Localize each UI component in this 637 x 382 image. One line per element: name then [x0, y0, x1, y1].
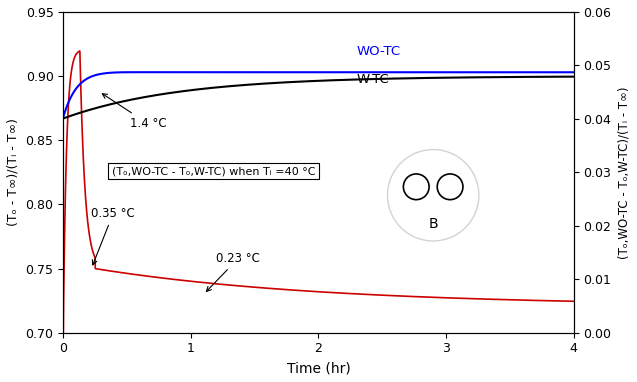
- Text: (Tₒ,WO-TC - Tₒ,W-TC) when Tᵢ =40 °C: (Tₒ,WO-TC - Tₒ,W-TC) when Tᵢ =40 °C: [111, 166, 315, 176]
- Text: B: B: [428, 217, 438, 231]
- Text: WO-TC: WO-TC: [357, 45, 401, 58]
- Y-axis label: (Tₒ - T∞)/(Tᵢ - T∞): (Tₒ - T∞)/(Tᵢ - T∞): [7, 118, 20, 226]
- X-axis label: Time (hr): Time (hr): [287, 361, 350, 375]
- Text: W-TC: W-TC: [357, 73, 390, 86]
- Y-axis label: (Tₒ,WO-TC - Tₒ,W-TC)/(Tᵢ - T∞): (Tₒ,WO-TC - Tₒ,W-TC)/(Tᵢ - T∞): [617, 86, 630, 259]
- Text: 1.4 °C: 1.4 °C: [103, 94, 166, 130]
- Text: 0.35 °C: 0.35 °C: [91, 207, 135, 265]
- Text: 0.23 °C: 0.23 °C: [206, 252, 261, 291]
